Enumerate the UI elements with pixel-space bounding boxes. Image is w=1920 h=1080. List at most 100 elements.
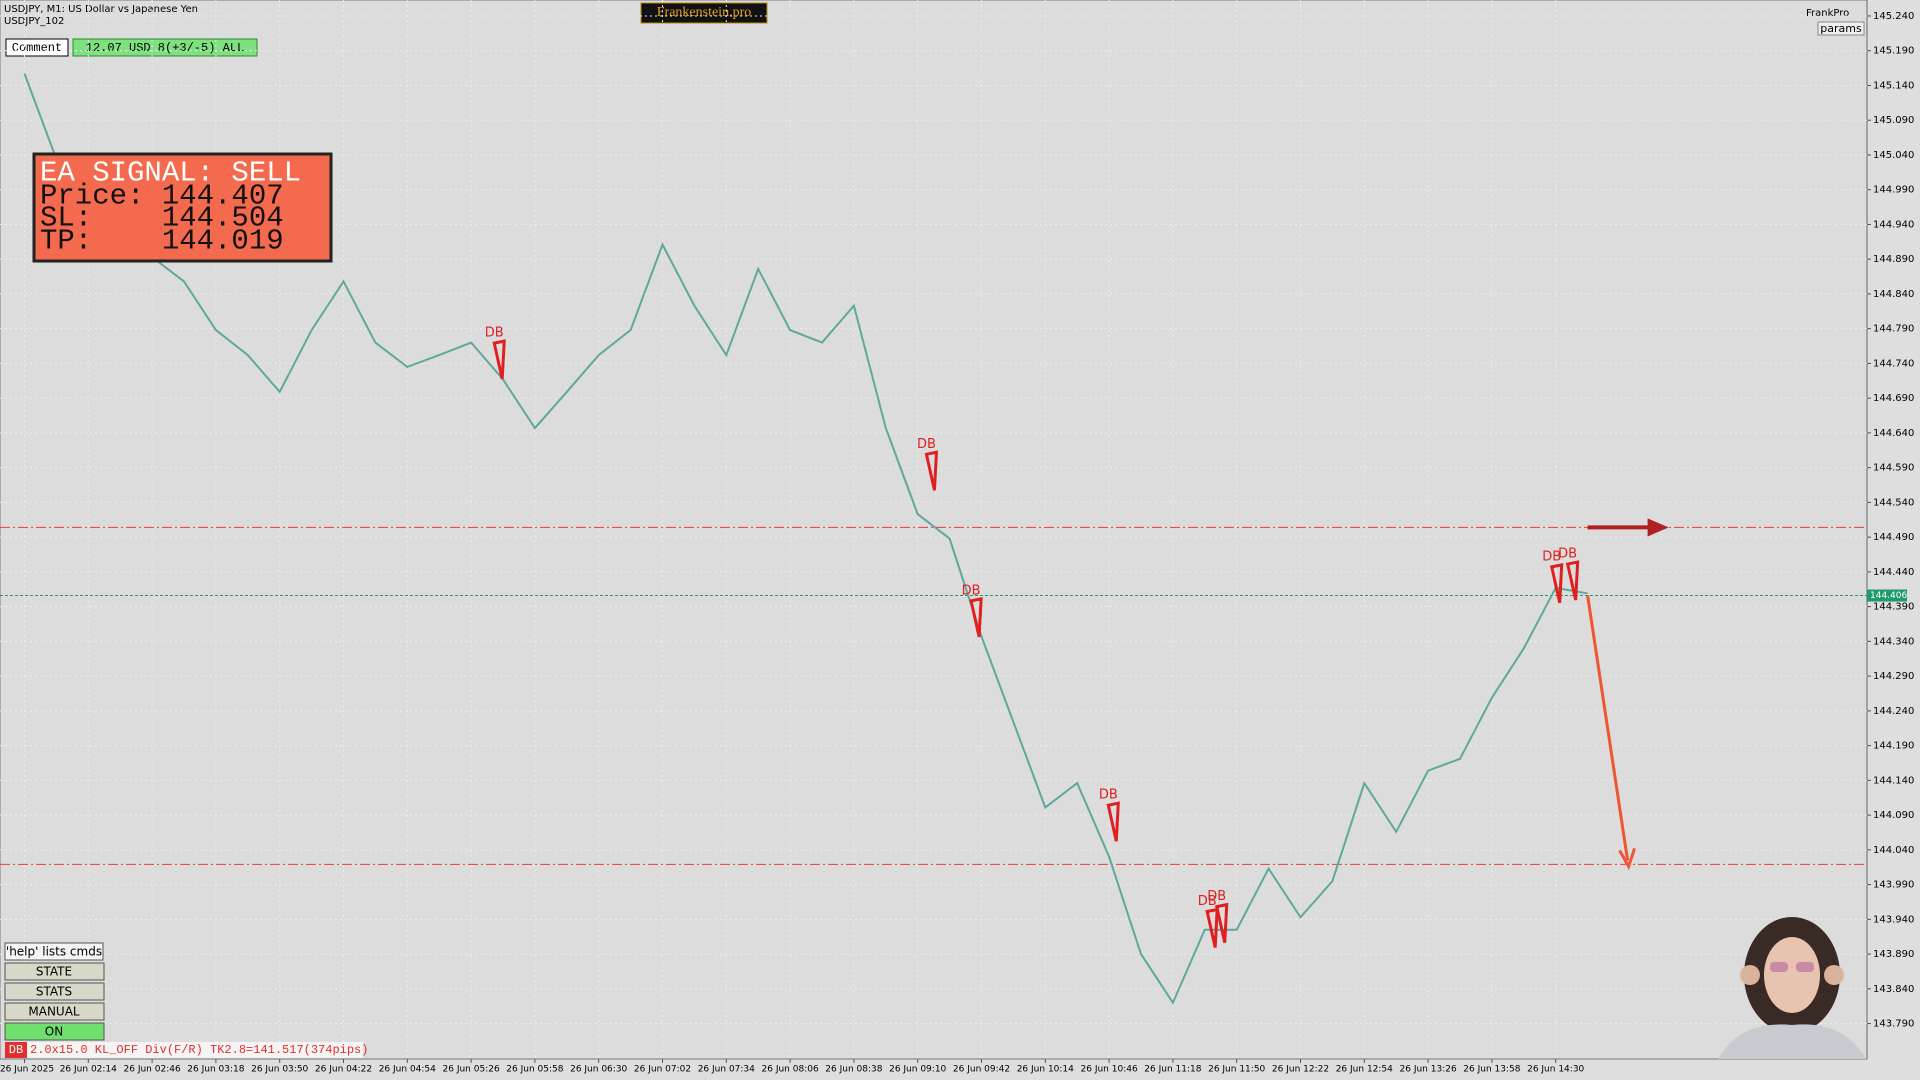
y-tick-label: 143.890 xyxy=(1873,949,1914,960)
x-tick-label: 26 Jun 08:38 xyxy=(825,1065,882,1075)
x-tick-label: 26 Jun 06:30 xyxy=(570,1065,627,1075)
comment-value: 12.07 USD 8(+3/-5) ALL xyxy=(86,41,244,55)
price-line xyxy=(23,73,1588,1005)
y-tick-label: 144.290 xyxy=(1873,671,1914,682)
x-tick-label: 26 Jun 09:42 xyxy=(953,1065,1010,1075)
x-tick-label: 26 Jun 13:58 xyxy=(1463,1065,1520,1075)
button-label[interactable]: ON xyxy=(45,1025,63,1039)
x-tick-label: 26 Jun 08:06 xyxy=(762,1065,819,1075)
y-tick-label: 144.190 xyxy=(1873,741,1914,752)
x-tick-label: 26 Jun 13:26 xyxy=(1400,1065,1457,1075)
y-tick-label: 144.140 xyxy=(1873,775,1914,786)
status-text: 2.0x15.0 KL_OFF Div(F/R) TK2.8=141.517(3… xyxy=(30,1043,368,1057)
y-tick-label: 144.040 xyxy=(1873,845,1914,856)
button-label[interactable]: STATS xyxy=(36,985,72,999)
button[interactable] xyxy=(4,942,104,961)
y-tick-label: 144.840 xyxy=(1873,289,1914,300)
db-marker xyxy=(969,597,983,638)
y-tick-label: 144.740 xyxy=(1873,358,1914,369)
db-label: DB xyxy=(1542,549,1561,564)
db-label: DB xyxy=(917,437,936,452)
y-tick-label: 144.440 xyxy=(1873,567,1914,578)
button-panel: 'help' lists cmds STATE STATS MANUAL ON xyxy=(4,942,105,1041)
x-tick-label: 26 Jun 10:14 xyxy=(1017,1065,1074,1075)
tp-arrow xyxy=(1586,595,1637,871)
y-tick-label: 144.390 xyxy=(1873,602,1914,613)
x-tick-label: 26 Jun 05:26 xyxy=(443,1065,500,1075)
x-tick-label: 26 Jun 07:02 xyxy=(634,1065,691,1075)
db-marker xyxy=(924,450,939,491)
button-label[interactable]: STATE xyxy=(36,965,72,979)
y-tick-label: 144.490 xyxy=(1873,532,1914,543)
db-label: DB xyxy=(1099,788,1118,803)
db-marker xyxy=(1549,563,1564,604)
y-tick-label: 144.990 xyxy=(1873,185,1914,196)
db-label: DB xyxy=(1198,894,1217,909)
sl-arrow xyxy=(1587,518,1669,537)
x-tick-label: 26 Jun 10:46 xyxy=(1081,1065,1138,1075)
x-tick-label: 26 Jun 02:14 xyxy=(60,1065,117,1075)
y-tick-label: 145.090 xyxy=(1873,115,1914,126)
y-tick-label: 144.090 xyxy=(1873,810,1914,821)
x-tick-label: 26 Jun 09:10 xyxy=(889,1065,946,1075)
db-label: DB xyxy=(1207,889,1226,904)
button[interactable] xyxy=(4,1022,105,1041)
y-tick-label: 144.690 xyxy=(1873,393,1914,404)
y-tick-label: 143.990 xyxy=(1873,880,1914,891)
y-tick-label: 144.540 xyxy=(1873,497,1914,508)
x-tick-label: 26 Jun 02:46 xyxy=(124,1065,181,1075)
button[interactable] xyxy=(4,982,105,1001)
comment-value-box xyxy=(72,38,258,57)
db-marker xyxy=(1205,907,1219,948)
brand: Frankenstein.pro xyxy=(657,5,751,20)
x-tick-label: 26 Jun 12:54 xyxy=(1336,1065,1393,1075)
symbol: USDJPY, M1: US Dollar vs Japanese Yen xyxy=(4,4,198,15)
params-button[interactable] xyxy=(1817,21,1865,36)
signal-line: Price: 144.407 xyxy=(40,180,284,213)
avatar xyxy=(1718,917,1866,1059)
x-tick-label: 26 Jun 12:22 xyxy=(1272,1065,1329,1075)
y-tick-label: 145.240 xyxy=(1873,11,1914,22)
y-tick-label: 144.640 xyxy=(1873,428,1914,439)
y-tick-label: 144.790 xyxy=(1873,324,1914,335)
signal-title: EA SIGNAL: SELL xyxy=(40,157,301,190)
x-tick-label: 26 Jun 2025 xyxy=(0,1065,54,1075)
y-tick-label: 143.840 xyxy=(1873,984,1914,995)
x-tick-label: 26 Jun 03:18 xyxy=(187,1065,244,1075)
subtitle: USDJPY_102 xyxy=(4,16,64,27)
db-marker xyxy=(1214,902,1229,943)
db-label: DB xyxy=(962,583,981,598)
button[interactable] xyxy=(4,1002,105,1021)
x-tick-label: 26 Jun 14:30 xyxy=(1527,1065,1584,1075)
signal-box xyxy=(32,152,333,263)
bid-tag xyxy=(1867,589,1907,602)
status-tag: DB xyxy=(9,1043,23,1057)
status-tag-box xyxy=(5,1042,27,1058)
y-tick-label: 144.940 xyxy=(1873,219,1914,230)
button-label[interactable]: MANUAL xyxy=(28,1005,80,1019)
y-tick-label: 143.790 xyxy=(1873,1019,1914,1030)
button-label[interactable]: 'help' lists cmds xyxy=(6,945,102,959)
y-tick-label: 145.190 xyxy=(1873,46,1914,57)
y-tick-label: 145.040 xyxy=(1873,150,1914,161)
brand-box xyxy=(640,2,768,24)
comment-label: Comment xyxy=(12,41,62,55)
signal-line: TP: 144.019 xyxy=(40,225,284,258)
y-tick-label: 144.240 xyxy=(1873,706,1914,717)
button[interactable] xyxy=(4,962,105,981)
x-tick-label: 26 Jun 05:58 xyxy=(506,1065,563,1075)
x-tick-label: 26 Jun 11:50 xyxy=(1208,1065,1265,1075)
db-label: DB xyxy=(1558,547,1577,562)
x-tick-label: 26 Jun 11:18 xyxy=(1144,1065,1201,1075)
db-marker xyxy=(492,339,506,380)
db-marker xyxy=(1565,560,1580,601)
y-tick-label: 144.340 xyxy=(1873,636,1914,647)
status-bar xyxy=(5,1042,363,1058)
y-tick-label: 144.890 xyxy=(1873,254,1914,265)
y-tick-label: 143.940 xyxy=(1873,914,1914,925)
bid-label: 144.406 xyxy=(1870,591,1907,601)
y-tick-label: 144.590 xyxy=(1873,463,1914,474)
params-label[interactable]: params xyxy=(1820,22,1862,35)
x-tick-label: 26 Jun 03:50 xyxy=(251,1065,308,1075)
